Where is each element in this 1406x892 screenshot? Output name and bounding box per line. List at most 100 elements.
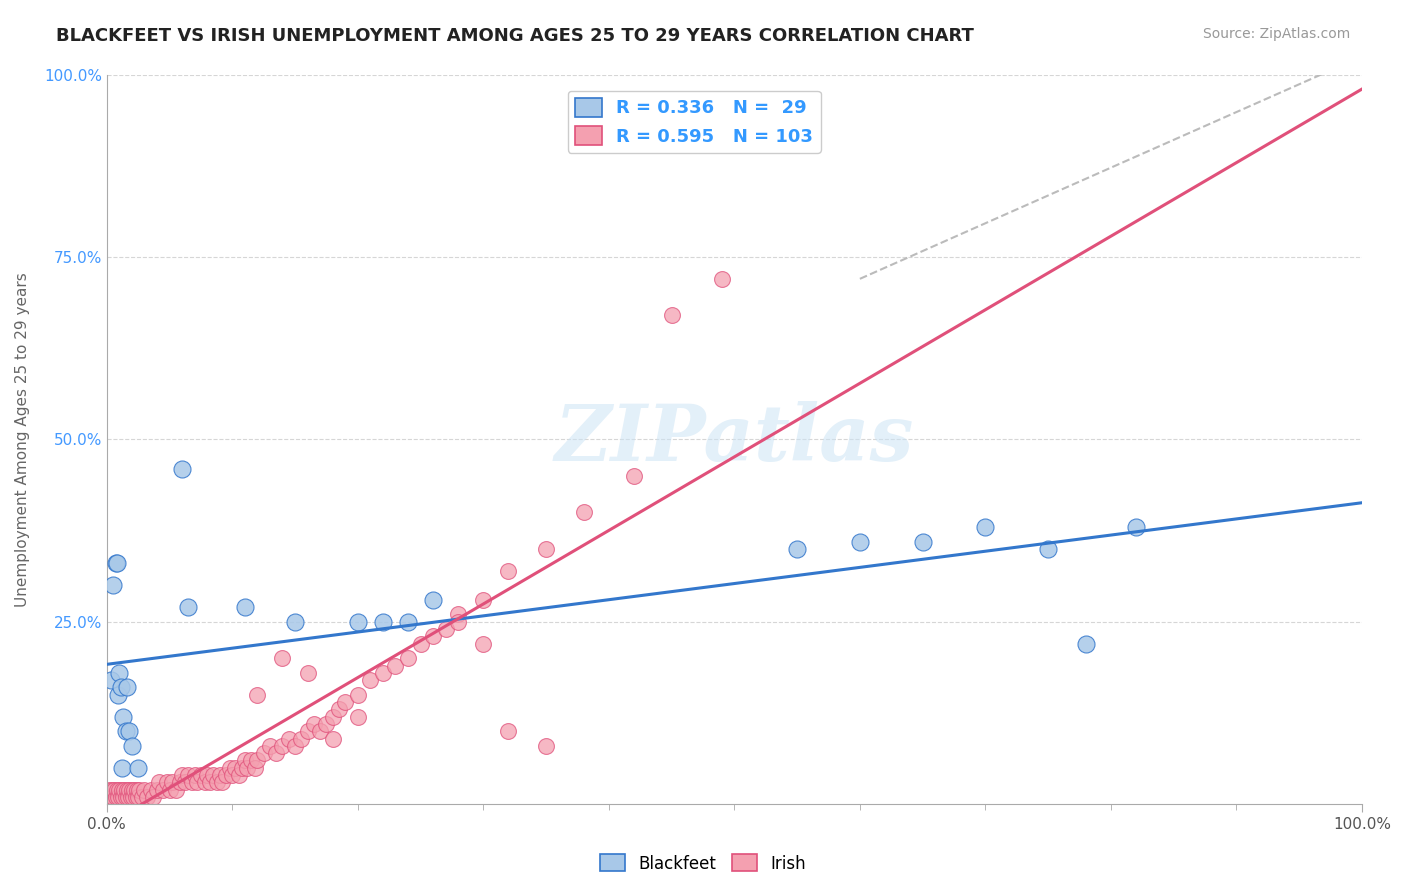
Point: [396, 651, 419, 665]
Point: [246, 753, 269, 767]
Point: [169, 775, 191, 789]
Point: [371, 615, 394, 629]
Text: ZIPatlas: ZIPatlas: [555, 401, 914, 477]
Point: [315, 717, 337, 731]
Point: [243, 761, 266, 775]
Point: [108, 782, 131, 797]
Point: [384, 658, 406, 673]
Point: [205, 775, 228, 789]
Point: [422, 629, 444, 643]
Point: [125, 782, 148, 797]
Point: [100, 789, 122, 804]
Point: [195, 768, 218, 782]
Point: [911, 534, 934, 549]
Point: [1125, 520, 1147, 534]
Point: [264, 746, 287, 760]
Point: [118, 724, 141, 739]
Point: [297, 665, 319, 680]
Point: [211, 775, 233, 789]
Point: [302, 717, 325, 731]
Point: [240, 753, 263, 767]
Point: [259, 739, 281, 753]
Point: [121, 782, 143, 797]
Y-axis label: Unemployment Among Ages 25 to 29 years: Unemployment Among Ages 25 to 29 years: [15, 272, 30, 607]
Point: [186, 775, 208, 789]
Point: [271, 739, 294, 753]
Point: [309, 724, 332, 739]
Point: [124, 782, 146, 797]
Point: [190, 768, 212, 782]
Point: [284, 739, 307, 753]
Point: [290, 731, 312, 746]
Point: [148, 775, 170, 789]
Point: [284, 615, 307, 629]
Point: [112, 789, 135, 804]
Point: [124, 789, 146, 804]
Point: [159, 782, 181, 797]
Point: [322, 731, 344, 746]
Point: [135, 789, 157, 804]
Point: [297, 724, 319, 739]
Point: [409, 637, 432, 651]
Point: [98, 782, 121, 797]
Point: [271, 651, 294, 665]
Point: [335, 695, 357, 709]
Point: [97, 789, 120, 804]
Point: [346, 688, 368, 702]
Point: [534, 739, 557, 753]
Point: [572, 505, 595, 519]
Point: [177, 768, 200, 782]
Point: [1038, 541, 1060, 556]
Point: [115, 782, 138, 797]
Point: [253, 746, 276, 760]
Point: [710, 272, 733, 286]
Point: [661, 308, 683, 322]
Point: [472, 593, 495, 607]
Point: [396, 615, 419, 629]
Point: [120, 789, 142, 804]
Point: [100, 782, 122, 797]
Point: [472, 637, 495, 651]
Point: [112, 709, 135, 723]
Point: [108, 665, 131, 680]
Point: [177, 600, 200, 615]
Point: [233, 753, 256, 767]
Point: [277, 731, 299, 746]
Point: [112, 782, 135, 797]
Point: [447, 607, 470, 622]
Point: [160, 775, 183, 789]
Point: [181, 775, 204, 789]
Point: [322, 709, 344, 723]
Point: [328, 702, 350, 716]
Point: [101, 578, 124, 592]
Point: [231, 761, 253, 775]
Point: [359, 673, 381, 688]
Point: [165, 782, 187, 797]
Point: [218, 761, 240, 775]
Point: [498, 564, 520, 578]
Point: [434, 622, 457, 636]
Point: [221, 768, 243, 782]
Point: [111, 761, 134, 775]
Point: [346, 615, 368, 629]
Point: [105, 557, 128, 571]
Point: [974, 520, 997, 534]
Point: [114, 789, 136, 804]
Point: [121, 739, 143, 753]
Point: [152, 782, 174, 797]
Point: [173, 775, 195, 789]
Text: Source: ZipAtlas.com: Source: ZipAtlas.com: [1202, 27, 1350, 41]
Point: [107, 789, 129, 804]
Point: [105, 782, 128, 797]
Point: [246, 688, 269, 702]
Point: [849, 534, 872, 549]
Point: [114, 724, 136, 739]
Text: BLACKFEET VS IRISH UNEMPLOYMENT AMONG AGES 25 TO 29 YEARS CORRELATION CHART: BLACKFEET VS IRISH UNEMPLOYMENT AMONG AG…: [56, 27, 974, 45]
Point: [198, 775, 221, 789]
Point: [623, 468, 645, 483]
Point: [215, 768, 238, 782]
Point: [371, 665, 394, 680]
Point: [117, 789, 139, 804]
Point: [236, 761, 259, 775]
Point: [111, 782, 134, 797]
